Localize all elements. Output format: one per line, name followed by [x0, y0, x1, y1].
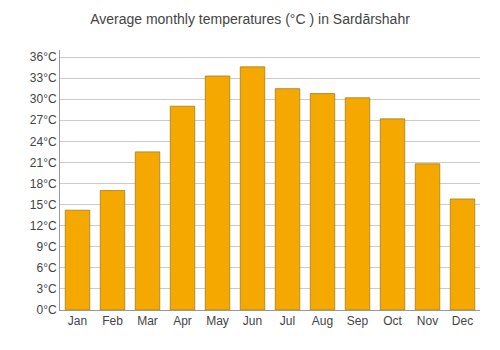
svg-text:Average monthly temperatures (: Average monthly temperatures (°C ) in Sa… — [90, 11, 410, 27]
svg-text:3°C: 3°C — [36, 282, 56, 296]
svg-text:Nov: Nov — [417, 314, 438, 328]
svg-text:30°C: 30°C — [30, 92, 57, 106]
svg-text:Apr: Apr — [173, 314, 192, 328]
svg-text:Oct: Oct — [383, 314, 402, 328]
svg-text:Jul: Jul — [280, 314, 295, 328]
svg-text:12°C: 12°C — [30, 219, 57, 233]
svg-text:Feb: Feb — [102, 314, 123, 328]
svg-text:33°C: 33°C — [30, 71, 57, 85]
svg-text:24°C: 24°C — [30, 135, 57, 149]
svg-text:27°C: 27°C — [30, 113, 57, 127]
svg-text:Aug: Aug — [312, 314, 333, 328]
svg-text:Sep: Sep — [347, 314, 369, 328]
svg-text:Dec: Dec — [452, 314, 473, 328]
svg-text:15°C: 15°C — [30, 198, 57, 212]
svg-text:Mar: Mar — [137, 314, 158, 328]
svg-text:9°C: 9°C — [36, 240, 56, 254]
svg-text:0°C: 0°C — [36, 303, 56, 317]
svg-text:May: May — [206, 314, 229, 328]
svg-text:Jan: Jan — [68, 314, 87, 328]
svg-text:36°C: 36°C — [30, 50, 57, 64]
svg-text:6°C: 6°C — [36, 261, 56, 275]
svg-text:18°C: 18°C — [30, 177, 57, 191]
svg-text:21°C: 21°C — [30, 156, 57, 170]
svg-text:Jun: Jun — [243, 314, 262, 328]
